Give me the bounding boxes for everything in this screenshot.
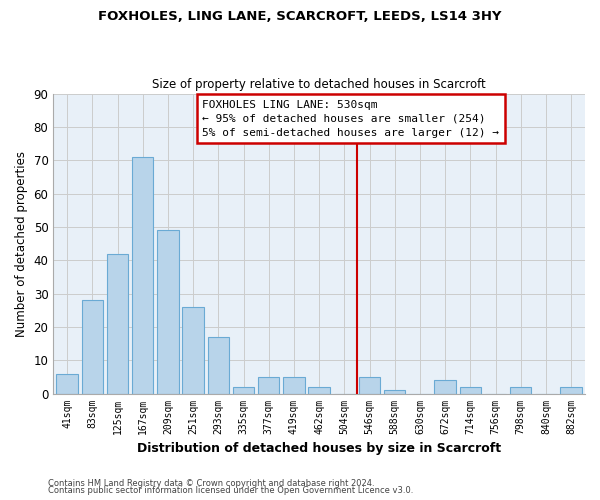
Bar	[384, 390, 406, 394]
Bar	[233, 387, 254, 394]
Bar	[510, 387, 532, 394]
Text: Contains public sector information licensed under the Open Government Licence v3: Contains public sector information licen…	[48, 486, 413, 495]
Bar	[560, 387, 582, 394]
Title: Size of property relative to detached houses in Scarcroft: Size of property relative to detached ho…	[152, 78, 486, 91]
Bar	[208, 337, 229, 394]
Text: Contains HM Land Registry data © Crown copyright and database right 2024.: Contains HM Land Registry data © Crown c…	[48, 478, 374, 488]
Bar	[56, 374, 78, 394]
Text: FOXHOLES LING LANE: 530sqm
← 95% of detached houses are smaller (254)
5% of semi: FOXHOLES LING LANE: 530sqm ← 95% of deta…	[202, 100, 499, 138]
Bar	[308, 387, 330, 394]
Bar	[182, 307, 204, 394]
Bar	[157, 230, 179, 394]
Bar	[107, 254, 128, 394]
Bar	[82, 300, 103, 394]
Text: FOXHOLES, LING LANE, SCARCROFT, LEEDS, LS14 3HY: FOXHOLES, LING LANE, SCARCROFT, LEEDS, L…	[98, 10, 502, 23]
X-axis label: Distribution of detached houses by size in Scarcroft: Distribution of detached houses by size …	[137, 442, 501, 455]
Bar	[283, 377, 305, 394]
Bar	[460, 387, 481, 394]
Bar	[132, 157, 154, 394]
Bar	[258, 377, 280, 394]
Y-axis label: Number of detached properties: Number of detached properties	[15, 150, 28, 336]
Bar	[359, 377, 380, 394]
Bar	[434, 380, 456, 394]
